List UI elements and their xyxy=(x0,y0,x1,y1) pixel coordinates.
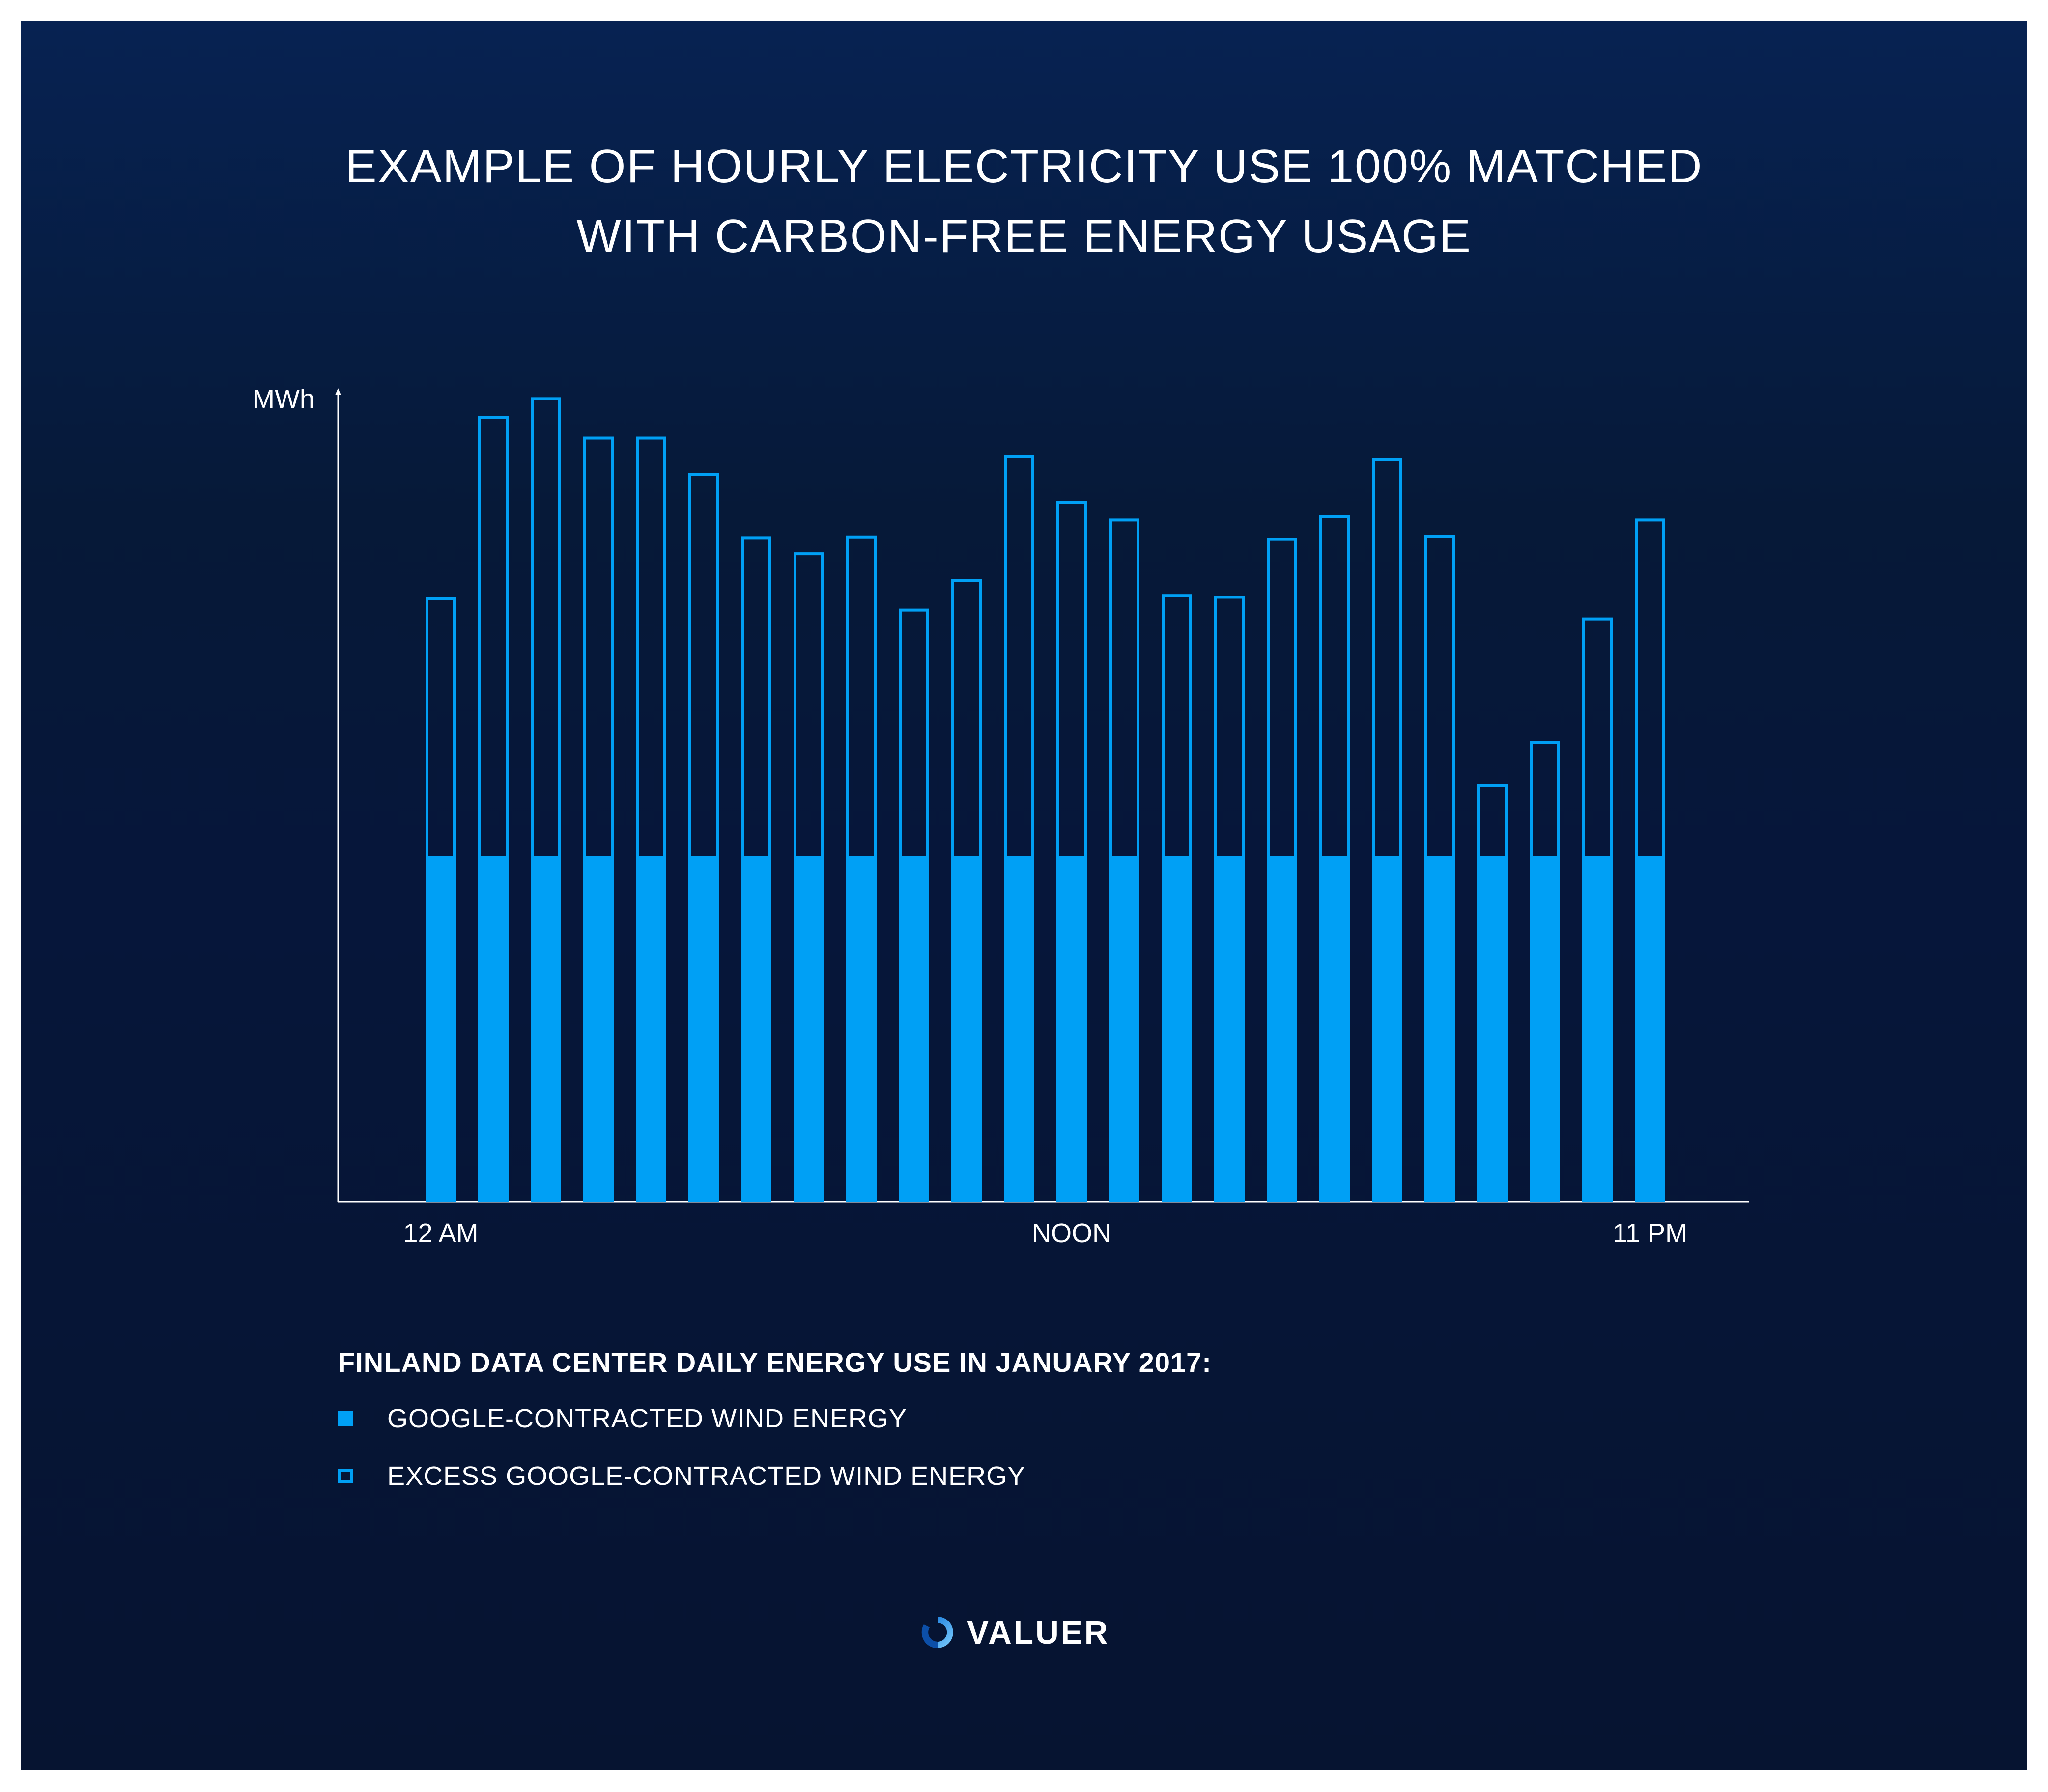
bar-contracted-3 xyxy=(583,856,614,1202)
bar-contracted-22 xyxy=(1582,856,1613,1202)
chart-bars xyxy=(426,397,1665,1202)
bar-excess-3 xyxy=(583,436,614,859)
legend-item-contracted: GOOGLE-CONTRACTED WIND ENERGY xyxy=(338,1404,907,1433)
bar-excess-2 xyxy=(531,397,561,859)
bar-excess-5 xyxy=(688,473,719,859)
bar-excess-11 xyxy=(1004,455,1034,859)
bar-contracted-15 xyxy=(1214,856,1245,1202)
bar-excess-13 xyxy=(1109,518,1139,859)
bar-contracted-19 xyxy=(1424,856,1455,1202)
bar-contracted-1 xyxy=(478,856,509,1202)
legend-label-excess: EXCESS GOOGLE-CONTRACTED WIND ENERGY xyxy=(387,1461,1026,1491)
bar-contracted-20 xyxy=(1477,856,1508,1202)
bar-contracted-11 xyxy=(1004,856,1034,1202)
bar-excess-16 xyxy=(1267,538,1297,859)
bar-contracted-12 xyxy=(1056,856,1087,1202)
bar-excess-17 xyxy=(1319,515,1350,859)
bar-contracted-14 xyxy=(1162,856,1192,1202)
bar-contracted-6 xyxy=(741,856,771,1202)
bar-excess-20 xyxy=(1477,784,1508,859)
bar-excess-8 xyxy=(846,535,877,859)
bar-excess-12 xyxy=(1056,501,1087,859)
legend-item-excess: EXCESS GOOGLE-CONTRACTED WIND ENERGY xyxy=(338,1461,1025,1491)
bar-contracted-18 xyxy=(1372,856,1402,1202)
bar-contracted-13 xyxy=(1109,856,1139,1202)
chart-title-line-1: EXAMPLE OF HOURLY ELECTRICITY USE 100% M… xyxy=(345,140,1703,193)
bar-excess-23 xyxy=(1635,518,1665,859)
bar-excess-6 xyxy=(741,536,771,859)
bar-contracted-16 xyxy=(1267,856,1297,1202)
bar-excess-21 xyxy=(1530,741,1560,859)
y-axis-arrow xyxy=(335,388,341,395)
bar-contracted-9 xyxy=(899,856,929,1202)
bar-contracted-5 xyxy=(688,856,719,1202)
bar-excess-4 xyxy=(636,436,666,859)
legend-swatch-outline xyxy=(338,1469,353,1483)
x-tick-label-0: 12 AM xyxy=(403,1219,478,1248)
bar-contracted-2 xyxy=(531,856,561,1202)
bar-contracted-23 xyxy=(1635,856,1665,1202)
legend-label-contracted: GOOGLE-CONTRACTED WIND ENERGY xyxy=(387,1404,908,1433)
bar-contracted-4 xyxy=(636,856,666,1202)
bar-excess-15 xyxy=(1214,596,1245,859)
bar-excess-19 xyxy=(1424,535,1455,859)
x-tick-label-1: NOON xyxy=(1032,1219,1111,1248)
bar-contracted-17 xyxy=(1319,856,1350,1202)
bar-excess-9 xyxy=(899,608,929,859)
swirl-logo-icon xyxy=(921,1617,953,1649)
bar-contracted-21 xyxy=(1530,856,1560,1202)
bar-contracted-0 xyxy=(426,856,456,1202)
bar-excess-14 xyxy=(1162,594,1192,859)
chart-labels: MWh 12 AM NOON 11 PM xyxy=(253,384,1687,1248)
bar-contracted-7 xyxy=(794,856,824,1202)
bar-excess-22 xyxy=(1582,617,1613,859)
y-axis-label: MWh xyxy=(253,384,314,414)
chart-title-line-2: WITH CARBON-FREE ENERGY USAGE xyxy=(576,210,1472,262)
chart-axes xyxy=(335,388,1749,1203)
bar-excess-18 xyxy=(1372,458,1402,859)
bar-excess-7 xyxy=(794,552,824,859)
bar-contracted-10 xyxy=(951,856,982,1202)
logo-text: VALUER xyxy=(967,1614,1110,1650)
bar-contracted-8 xyxy=(846,856,877,1202)
bar-excess-1 xyxy=(478,415,509,859)
chart-title: EXAMPLE OF HOURLY ELECTRICITY USE 100% M… xyxy=(0,132,2048,271)
legend-heading: FINLAND DATA CENTER DAILY ENERGY USE IN … xyxy=(338,1347,1212,1378)
valuer-logo: VALUER xyxy=(919,1613,1109,1652)
bar-excess-10 xyxy=(951,579,982,859)
bar-excess-0 xyxy=(426,597,456,859)
x-tick-label-2: 11 PM xyxy=(1613,1219,1687,1248)
legend-swatch-filled xyxy=(338,1411,353,1426)
